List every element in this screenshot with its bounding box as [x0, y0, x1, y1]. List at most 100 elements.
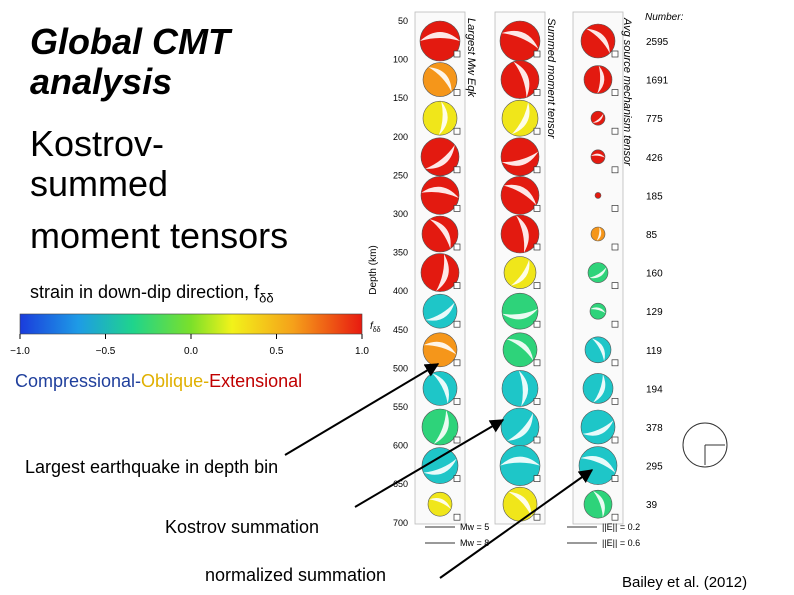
- annotation: Largest earthquake in depth bin: [25, 457, 279, 477]
- beachball: [500, 60, 540, 99]
- count: 39: [646, 500, 658, 511]
- marker-box: [453, 436, 461, 444]
- nodal-plane: [433, 410, 449, 444]
- nodal-plane: [432, 373, 450, 404]
- marker-box: [453, 166, 461, 174]
- nodal-plane: [425, 144, 455, 169]
- marker-box: [611, 166, 619, 174]
- nodal-plane: [438, 101, 448, 136]
- beachball: [501, 370, 539, 407]
- beachball: [589, 302, 607, 320]
- beachball: [583, 65, 613, 94]
- nodal-plane: [518, 370, 529, 407]
- beachball: [590, 110, 606, 126]
- depth-tick-label: 600: [393, 441, 408, 451]
- marker-box: [453, 398, 461, 405]
- count: 85: [646, 230, 658, 241]
- nodal-plane: [508, 491, 532, 517]
- marker-box: [453, 320, 461, 328]
- marker-box: [533, 243, 541, 251]
- beachball: [502, 486, 538, 522]
- count: 119: [646, 346, 662, 357]
- marker-box: [611, 436, 619, 444]
- nodal-plane: [590, 307, 606, 314]
- subtitle-line: Kostrov-: [30, 123, 165, 164]
- colorbar: [19, 313, 363, 335]
- beachball: [500, 214, 540, 254]
- marker-box: [533, 398, 541, 405]
- marker-box: [453, 359, 461, 367]
- arrow: [284, 363, 440, 456]
- scale-label: Mw = 5: [460, 522, 489, 532]
- count: 185: [646, 191, 663, 202]
- subtitle-line: moment tensors: [30, 215, 289, 256]
- nodal-plane: [425, 302, 455, 321]
- beachball: [501, 99, 539, 137]
- caption-text: strain in down-dip direction, f: [30, 282, 260, 302]
- beachball: [590, 149, 606, 165]
- nodal-plane: [429, 498, 451, 510]
- marker-box: [533, 513, 541, 521]
- beachball: [502, 332, 538, 368]
- beachball: [590, 226, 606, 242]
- marker-box: [453, 50, 461, 58]
- nodal-plane: [436, 254, 449, 292]
- beachball: [422, 332, 458, 368]
- count: 129: [646, 307, 663, 318]
- marker-box: [611, 243, 619, 251]
- column-header: Largest Mw Eqk: [465, 18, 477, 97]
- marker-box: [533, 436, 541, 444]
- nodal-plane: [586, 28, 610, 54]
- nodal-plane: [503, 184, 537, 206]
- count: 2595: [646, 37, 669, 48]
- beachball: [421, 447, 459, 484]
- beachball: [422, 371, 458, 406]
- marker-box: [611, 50, 619, 58]
- marker-box: [611, 127, 619, 135]
- depth-axis-label: Depth (km): [368, 245, 379, 294]
- cb-sub: δδ: [373, 327, 381, 334]
- marker-box: [533, 89, 541, 96]
- colorbar-tick-label: 0.5: [270, 346, 284, 357]
- nodal-plane: [596, 227, 602, 241]
- marker-box: [533, 50, 541, 58]
- nodal-plane: [589, 267, 607, 279]
- citation: Bailey et al. (2012): [622, 574, 748, 591]
- nodal-plane: [423, 458, 457, 475]
- depth-tick-label: 50: [398, 16, 408, 26]
- nodal-plane: [501, 151, 539, 166]
- nodal-plane: [591, 338, 605, 362]
- depth-tick-label: 250: [393, 170, 408, 180]
- nodal-plane: [597, 65, 605, 94]
- depth-tick-label: 500: [393, 363, 408, 373]
- nodal-plane: [591, 153, 605, 158]
- nodal-plane: [593, 374, 606, 403]
- nodal-plane: [513, 61, 530, 98]
- title: Global CMT analysis: [30, 21, 230, 102]
- nodal-plane: [501, 30, 539, 49]
- marker-box: [611, 205, 619, 212]
- beachball: [420, 137, 460, 177]
- nodal-plane: [511, 102, 530, 135]
- nodal-plane: [421, 186, 459, 199]
- marker-box: [611, 89, 619, 96]
- nodal-plane: [428, 67, 452, 93]
- nodal-plane: [580, 455, 616, 474]
- legend-part: Extensional: [209, 371, 303, 391]
- nodal-plane: [429, 219, 451, 249]
- caption-sub: δδ: [259, 290, 274, 306]
- colorbar-caption: strain in down-dip direction, fδδ: [30, 282, 274, 306]
- depth-tick-label: 550: [393, 402, 408, 412]
- marker-box: [533, 127, 541, 135]
- depth-tick-label: 700: [393, 518, 408, 528]
- marker-box: [453, 89, 461, 96]
- marker-box: [453, 475, 461, 482]
- beachball: [421, 215, 459, 253]
- count: 378: [646, 423, 663, 434]
- colorbar-tick-label: −1.0: [10, 346, 30, 357]
- nodal-plane: [516, 215, 529, 253]
- marker-box: [453, 243, 461, 251]
- depth-tick-label: 350: [393, 248, 408, 258]
- depth-tick-label: 150: [393, 93, 408, 103]
- marker-box: [611, 475, 619, 482]
